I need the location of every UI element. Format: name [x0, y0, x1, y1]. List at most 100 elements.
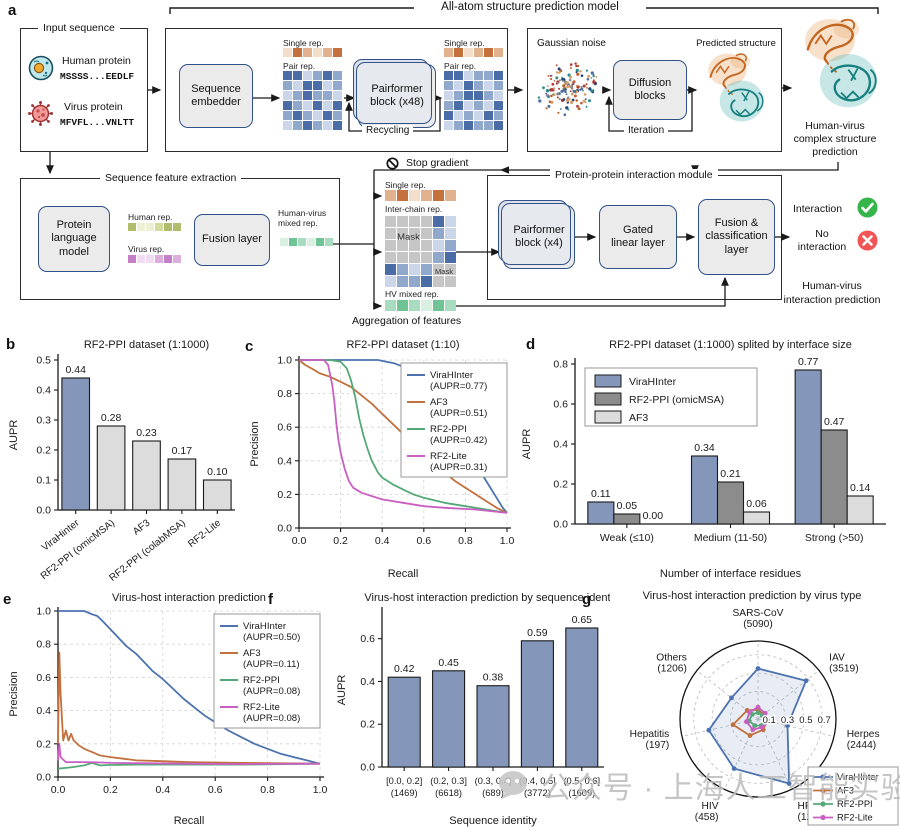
pairformer-x4-box: Pairformer block (x4): [498, 200, 575, 269]
svg-text:0.06: 0.06: [746, 498, 767, 510]
svg-text:(0.5, 0.6]: (0.5, 0.6]: [563, 776, 600, 786]
pairformer-x48-box: Pairformer block (x48): [353, 59, 436, 128]
svg-text:(0.2, 0.3]: (0.2, 0.3]: [430, 776, 467, 786]
svg-text:0.05: 0.05: [617, 500, 638, 512]
svg-text:(3519): (3519): [829, 663, 858, 674]
svg-text:(AUPR=0.42): (AUPR=0.42): [430, 435, 487, 446]
svg-text:0.4: 0.4: [36, 385, 51, 397]
svg-text:0.10: 0.10: [207, 466, 228, 478]
svg-text:0.6: 0.6: [36, 672, 51, 684]
svg-text:ViraHInter: ViraHInter: [837, 772, 879, 782]
fusion-classification-box: Fusion & classification layer: [698, 199, 775, 275]
hv-mixed-rep-label: Human-virus mixed rep.: [278, 208, 327, 228]
svg-text:0.6: 0.6: [416, 535, 431, 547]
svg-text:(AUPR=0.50): (AUPR=0.50): [243, 632, 300, 643]
svg-text:ViraHInter: ViraHInter: [430, 370, 474, 381]
svg-text:Hepatitis: Hepatitis: [630, 729, 670, 740]
hv-mixed-rep-row: [280, 238, 333, 246]
svg-text:0.4: 0.4: [375, 535, 390, 547]
svg-text:0.0: 0.0: [360, 762, 375, 774]
svg-text:(AUPR=0.51): (AUPR=0.51): [430, 408, 487, 419]
all-atom-title: All-atom structure prediction model: [441, 1, 619, 13]
fusion-layer-box: Fusion layer: [194, 214, 270, 266]
svg-text:0.8: 0.8: [36, 639, 51, 651]
svg-text:1.0: 1.0: [277, 355, 292, 367]
single-rep-row-1: [283, 48, 342, 57]
virus-protein-label: Virus protein: [64, 101, 123, 113]
svg-text:Recall: Recall: [174, 815, 205, 827]
svg-text:(3772): (3772): [524, 788, 551, 798]
pair-rep-label-2: Pair rep.: [444, 61, 477, 71]
svg-text:(5090): (5090): [743, 619, 772, 630]
svg-text:RF2-Lite: RF2-Lite: [186, 517, 223, 550]
svg-text:0.2: 0.2: [360, 719, 375, 731]
svg-text:Strong (>50): Strong (>50): [805, 532, 864, 544]
virus-icon: [27, 100, 54, 132]
svg-text:ViraHInter: ViraHInter: [629, 376, 677, 388]
panel-letter-c: c: [245, 338, 254, 355]
hv-interaction-prediction-label: Human-virus interaction prediction: [783, 280, 881, 306]
svg-text:0.2: 0.2: [553, 479, 568, 491]
human-rep-row: [128, 223, 181, 231]
chart-f-sequence-identity: Virus-host interaction prediction by seq…: [336, 592, 610, 827]
svg-text:0.0: 0.0: [277, 523, 292, 535]
pair-rep-label-1: Pair rep.: [283, 61, 316, 71]
svg-text:(1609): (1609): [568, 788, 595, 798]
svg-text:(6618): (6618): [435, 788, 462, 798]
ppi-module-title: Protein-protein interaction module: [550, 169, 718, 181]
svg-text:0.38: 0.38: [483, 672, 504, 684]
svg-text:AUPR: AUPR: [521, 429, 533, 460]
svg-text:0.2: 0.2: [36, 445, 51, 457]
svg-text:0.1: 0.1: [763, 715, 776, 726]
svg-text:Precision: Precision: [8, 671, 20, 716]
protein-language-model-box: Protein language model: [38, 206, 110, 272]
svg-text:0.7: 0.7: [818, 715, 831, 726]
svg-text:Others: Others: [656, 652, 687, 663]
svg-text:AF3: AF3: [837, 786, 854, 796]
chart-b-rf2ppi-1-1000: RF2-PPI dataset (1:1000) 0.0 0.1 0.2 0.3 0.4 0…: [8, 339, 235, 582]
interaction-label: Interaction: [793, 203, 843, 215]
svg-text:0.77: 0.77: [798, 356, 819, 368]
mask-label-small: Mask: [435, 267, 453, 276]
svg-text:Weak (≤10): Weak (≤10): [600, 532, 654, 544]
svg-text:Sequence identity: Sequence identity: [449, 815, 537, 827]
diffusion-blocks-box: Diffusion blocks: [613, 60, 687, 120]
svg-text:0.3: 0.3: [36, 415, 51, 427]
svg-text:0.8: 0.8: [277, 388, 292, 400]
svg-text:0.0: 0.0: [292, 535, 307, 547]
svg-text:(AUPR=0.08): (AUPR=0.08): [243, 713, 300, 724]
svg-text:0.59: 0.59: [527, 627, 548, 639]
complex-prediction-label: Human-virus complex structure prediction: [793, 120, 877, 159]
sfe-title: Sequence feature extraction: [100, 172, 242, 184]
svg-text:0.6: 0.6: [208, 784, 223, 796]
svg-text:(AUPR=0.77): (AUPR=0.77): [430, 381, 487, 392]
pair-rep-matrix-1: [283, 71, 342, 130]
svg-text:0.0: 0.0: [51, 784, 66, 796]
svg-text:(2444): (2444): [847, 740, 876, 751]
svg-text:0.6: 0.6: [277, 422, 292, 434]
svg-text:0.0: 0.0: [36, 505, 51, 517]
iteration-label: Iteration: [624, 125, 669, 136]
cross-icon: [857, 230, 878, 256]
svg-text:0.2: 0.2: [333, 535, 348, 547]
svg-text:AF3: AF3: [131, 517, 153, 537]
svg-text:1.0: 1.0: [36, 606, 51, 618]
svg-text:RF2-PPI: RF2-PPI: [837, 799, 873, 809]
chart-c-rf2ppi-1-10: RF2-PPI dataset (1:10) 0.0 0.2 0.4 0.6 0.8 1.0…: [249, 339, 514, 580]
input-sequence-box: [20, 28, 148, 152]
svg-text:(0.3, 0.4]: (0.3, 0.4]: [475, 776, 512, 786]
human-rep-label: Human rep.: [128, 212, 173, 222]
svg-text:Herpes: Herpes: [847, 729, 880, 740]
predicted-structure-label: Predicted structure: [696, 38, 776, 49]
single-rep-label-1: Single rep.: [283, 38, 324, 48]
hv-mixed-rep2-label: HV mixed rep.: [385, 289, 439, 299]
svg-text:(1469): (1469): [391, 788, 418, 798]
svg-text:0.14: 0.14: [850, 482, 871, 494]
agg-single-rep-label: Single rep.: [385, 180, 426, 190]
svg-text:Virus-host interaction predict: Virus-host interaction prediction: [112, 592, 266, 604]
svg-text:0.3: 0.3: [781, 715, 794, 726]
svg-text:RF2-Lite: RF2-Lite: [243, 702, 280, 713]
svg-text:(0.4, 0.5]: (0.4, 0.5]: [519, 776, 556, 786]
sequence-embedder-box: Sequence embedder: [179, 64, 253, 128]
